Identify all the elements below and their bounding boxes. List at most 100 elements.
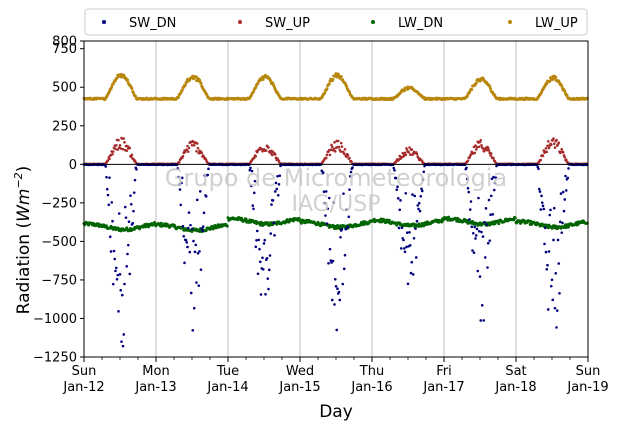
sw-dn-point <box>562 209 566 213</box>
sw-dn-point <box>418 209 422 213</box>
x-tick-label-date: Jan-19 <box>566 380 608 395</box>
lw-up-point <box>130 87 134 91</box>
lw-dn-point <box>564 226 568 230</box>
sw-up-point <box>552 137 555 140</box>
sw-dn-point <box>481 235 485 238</box>
sw-up-point <box>121 147 125 151</box>
sw-dn-point <box>327 261 330 265</box>
sw-dn-point <box>405 231 409 234</box>
sw-dn-point <box>207 167 210 171</box>
sw-dn-point <box>108 176 111 179</box>
sw-dn-point <box>493 181 497 185</box>
sw-dn-point <box>408 244 412 247</box>
lw-up-point <box>474 81 478 85</box>
y-axis-title-exp: −2 <box>12 172 25 188</box>
sw-up-point <box>324 156 328 160</box>
sw-dn-point <box>112 249 116 253</box>
sw-dn-point <box>104 165 108 168</box>
sw-dn-point <box>538 190 542 193</box>
sw-dn-point <box>415 219 419 223</box>
sw-dn-point <box>249 184 253 188</box>
sw-dn-point <box>548 213 552 217</box>
sw-dn-point <box>268 254 272 257</box>
legend-label-lw-up: LW_UP <box>535 16 578 31</box>
sw-dn-point <box>132 209 135 213</box>
sw-dn-point <box>338 298 342 302</box>
sw-dn-point <box>485 223 489 226</box>
legend-label-lw-dn: LW_DN <box>398 16 443 31</box>
sw-up-point <box>407 150 411 154</box>
sw-dn-point <box>479 319 483 322</box>
sw-dn-point <box>252 207 255 211</box>
sw-dn-point <box>561 190 565 194</box>
lw-dn-point <box>225 224 229 228</box>
sw-dn-point <box>322 190 326 194</box>
sw-dn-point <box>465 177 469 181</box>
sw-up-point <box>114 147 117 151</box>
sw-dn-point <box>564 174 567 178</box>
sw-up-point <box>468 156 471 160</box>
sw-dn-point <box>337 290 341 294</box>
sw-dn-point <box>253 179 257 183</box>
lw-up-point <box>348 90 351 94</box>
sw-dn-point <box>132 191 136 194</box>
lw-dn-point <box>275 222 279 226</box>
sw-dn-point <box>471 231 475 235</box>
sw-up-point <box>116 148 120 151</box>
sw-up-point <box>489 152 493 155</box>
y-tick-label: 250 <box>52 119 77 134</box>
sw-dn-point <box>189 223 192 227</box>
sw-dn-point <box>191 329 195 332</box>
lw-up-point <box>327 82 331 86</box>
sw-dn-point <box>396 185 399 188</box>
lw-up-point <box>261 77 265 81</box>
lw-up-point <box>126 78 129 82</box>
sw-up-point <box>190 144 194 147</box>
sw-dn-point <box>556 238 560 242</box>
sw-dn-point <box>256 272 260 276</box>
lw-dn-point <box>268 223 272 227</box>
sw-dn-point <box>272 221 276 225</box>
sw-up-point <box>332 147 336 151</box>
lw-up-point <box>334 72 338 76</box>
sw-dn-point <box>551 298 555 302</box>
sw-dn-point <box>186 245 189 249</box>
sw-up-point <box>410 148 414 151</box>
sw-dn-point <box>557 262 561 265</box>
sw-dn-point <box>179 203 183 207</box>
sw-up-point <box>122 137 126 140</box>
sw-dn-point <box>255 239 258 242</box>
sw-dn-point <box>474 237 477 240</box>
sw-dn-point <box>275 187 279 191</box>
y-tick-label: −1250 <box>33 351 77 366</box>
lw-up-point <box>115 76 119 80</box>
sw-dn-point <box>474 234 478 237</box>
x-tick-label-day: Fri <box>436 364 452 379</box>
sw-dn-point <box>351 166 354 169</box>
lw-dn-point <box>300 221 303 225</box>
sw-dn-point <box>393 168 396 172</box>
sw-dn-point <box>422 170 426 174</box>
sw-dn-point <box>327 196 331 200</box>
sw-dn-point <box>124 216 128 219</box>
sw-dn-point <box>200 227 204 230</box>
sw-up-point <box>492 156 495 160</box>
sw-up-point <box>264 149 268 152</box>
sw-dn-point <box>549 208 552 212</box>
sw-up-point <box>405 147 408 150</box>
sw-dn-point <box>321 171 325 174</box>
sw-dn-point <box>198 250 201 253</box>
sw-up-point <box>106 159 110 162</box>
y-tick-label: 0 <box>69 158 77 173</box>
sw-dn-point <box>258 247 261 251</box>
sw-dn-point <box>414 227 417 230</box>
sw-up-point <box>117 138 120 142</box>
sw-up-point <box>408 146 411 149</box>
sw-dn-point <box>115 277 119 281</box>
sw-up-point <box>552 142 556 145</box>
sw-up-point <box>254 155 258 158</box>
sw-dn-point <box>411 193 414 196</box>
sw-dn-point <box>108 235 112 239</box>
x-tick-label-date: Jan-14 <box>206 380 248 395</box>
